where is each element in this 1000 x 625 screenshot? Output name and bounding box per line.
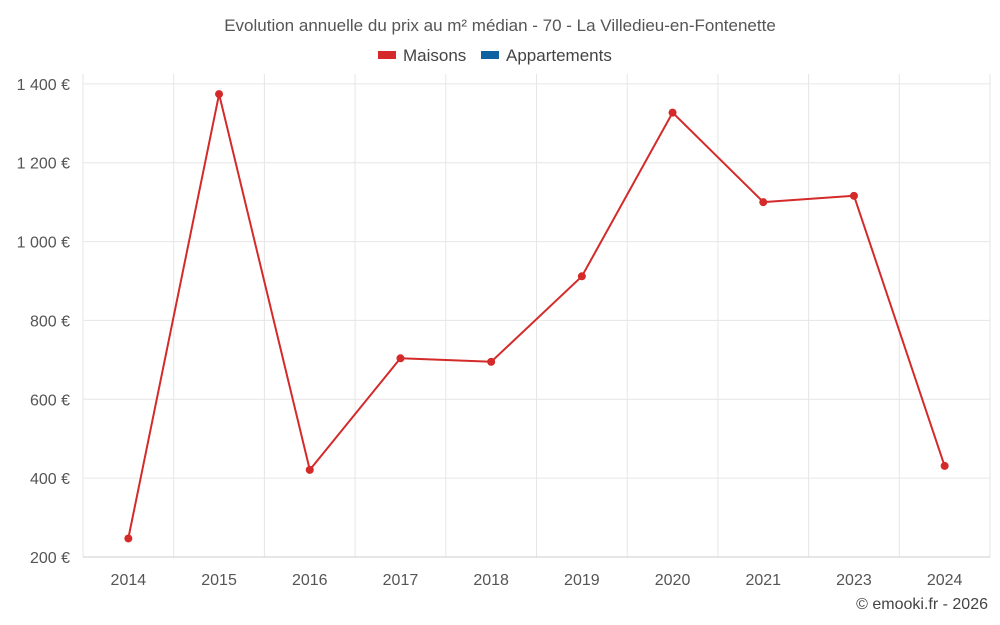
chart-title: Evolution annuelle du prix au m² médian …	[224, 16, 776, 35]
data-point[interactable]	[577, 272, 586, 281]
x-tick-label: 2024	[927, 572, 963, 589]
series-layer	[124, 90, 949, 543]
x-tick-label: 2021	[745, 572, 781, 589]
x-tick-label: 2017	[383, 572, 419, 589]
data-point[interactable]	[396, 354, 405, 363]
legend: Maisons Appartements	[378, 46, 612, 65]
series-line	[127, 93, 946, 539]
data-point[interactable]	[305, 465, 314, 474]
legend-label: Maisons	[403, 46, 466, 65]
y-axis-labels: 200 € 400 € 600 € 800 € 1 000 € 1 200 € 1 400 …	[17, 77, 70, 567]
legend-swatch	[378, 51, 396, 59]
x-gridlines	[82, 74, 991, 557]
y-tick-label: 400 €	[30, 471, 70, 488]
legend-item[interactable]: Appartements	[481, 46, 612, 65]
data-point[interactable]	[215, 90, 224, 99]
x-tick-label: 2019	[564, 572, 600, 589]
data-point[interactable]	[668, 108, 677, 117]
x-tick-label: 2015	[201, 572, 237, 589]
y-tick-label: 1 400 €	[17, 77, 70, 94]
data-point[interactable]	[759, 198, 768, 207]
data-point[interactable]	[124, 534, 133, 543]
x-tick-label: 2016	[292, 572, 328, 589]
legend-label: Appartements	[506, 46, 612, 65]
data-point[interactable]	[487, 357, 496, 366]
x-axis-labels: 2014 2015 2016 2017 2018 2019 2020 2021 2023 2024	[111, 572, 963, 589]
legend-swatch	[481, 51, 499, 59]
y-tick-label: 200 €	[30, 550, 70, 567]
credit-text: © emooki.fr - 2026	[856, 596, 988, 613]
data-point[interactable]	[849, 191, 858, 200]
x-tick-label: 2020	[655, 572, 691, 589]
x-tick-label: 2023	[836, 572, 872, 589]
x-tick-label: 2014	[111, 572, 147, 589]
y-tick-label: 600 €	[30, 392, 70, 409]
y-tick-label: 1 200 €	[17, 156, 70, 173]
data-point[interactable]	[940, 461, 949, 470]
legend-item[interactable]: Maisons	[378, 46, 466, 65]
y-tick-label: 1 000 €	[17, 235, 70, 252]
x-tick-label: 2018	[473, 572, 509, 589]
y-tick-label: 800 €	[30, 313, 70, 330]
